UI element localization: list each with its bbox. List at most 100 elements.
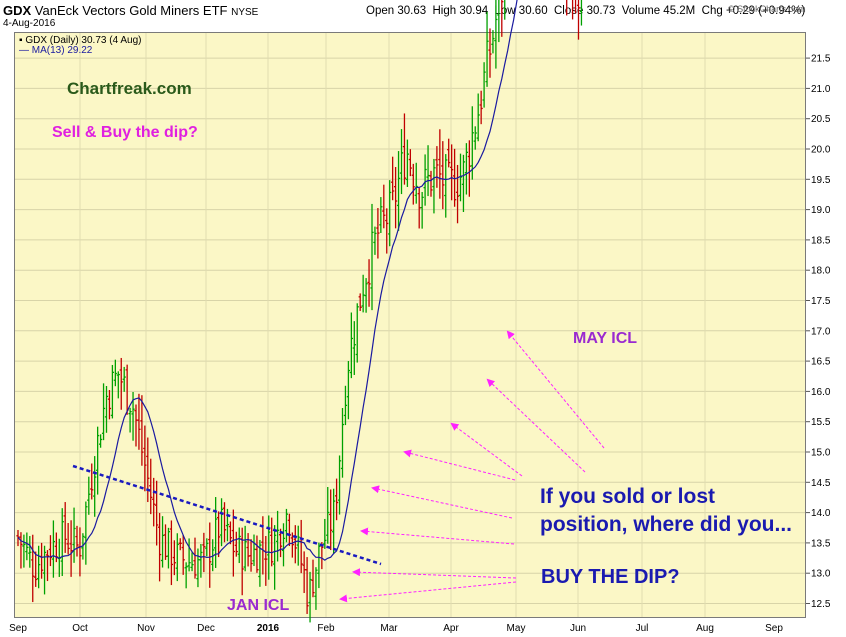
site-label: Chartfreak.com bbox=[67, 79, 192, 98]
ohlc-bar bbox=[373, 226, 377, 255]
x-tick-label: Sep bbox=[765, 623, 783, 634]
security-name: VanEck Vectors Gold Miners ETF bbox=[34, 3, 228, 18]
ohlc-bar bbox=[571, 0, 574, 20]
y-tick-label: 16.5 bbox=[811, 357, 831, 368]
high-value: High 30.94 bbox=[432, 5, 489, 17]
ohlc-bar bbox=[464, 143, 468, 195]
ohlc-bar bbox=[317, 542, 321, 589]
may-icl-label: MAY ICL bbox=[573, 330, 638, 347]
ohlc-bar bbox=[426, 145, 430, 197]
x-tick-label: 2016 bbox=[257, 623, 280, 634]
ohlc-bar bbox=[458, 153, 463, 202]
ohlc-bar bbox=[51, 520, 55, 578]
ohlc-bar bbox=[444, 154, 448, 218]
ohlc-bar bbox=[48, 535, 53, 567]
ohlc-bar bbox=[181, 534, 185, 575]
ohlc-bar bbox=[332, 488, 336, 555]
ohlc-bar bbox=[155, 480, 159, 546]
ohlc-bar bbox=[175, 533, 179, 582]
ohlc-bar bbox=[225, 508, 230, 542]
ohlc-bar bbox=[311, 559, 315, 598]
ohlc-bar bbox=[314, 567, 318, 610]
x-tick-label: Aug bbox=[696, 623, 714, 634]
ohlc-bar bbox=[72, 507, 76, 563]
arrow bbox=[339, 581, 517, 603]
y-tick-label: 18.5 bbox=[811, 235, 831, 246]
ohlc-bar bbox=[45, 550, 50, 582]
ohlc-bar bbox=[470, 106, 474, 180]
ohlc-bar bbox=[166, 527, 171, 569]
ohlc-bar bbox=[128, 407, 132, 433]
ohlc-bar bbox=[382, 184, 386, 229]
ohlc-bar bbox=[214, 497, 218, 568]
ohlc-bar bbox=[349, 312, 353, 379]
y-tick-label: 19.5 bbox=[811, 175, 831, 186]
ohlc-bar bbox=[414, 162, 418, 204]
header-title: GDX VanEck Vectors Gold Miners ETF NYSE bbox=[3, 3, 258, 18]
ohlc-bar bbox=[116, 371, 120, 399]
x-tick-label: Feb bbox=[317, 623, 335, 634]
ohlc-bar bbox=[193, 537, 197, 579]
ohlc-bar bbox=[107, 390, 112, 420]
ohlc-bar bbox=[566, 0, 568, 16]
ohlc-bar bbox=[219, 498, 224, 547]
ohlc-bar bbox=[296, 525, 300, 566]
ohlc-bar bbox=[293, 525, 297, 564]
ohlc-bar bbox=[450, 144, 454, 201]
ohlc-bar bbox=[42, 545, 47, 595]
x-tick-label: Nov bbox=[137, 623, 155, 634]
ohlc-bar bbox=[447, 138, 451, 168]
ohlc-bar bbox=[491, 30, 495, 54]
ohlc-bar bbox=[267, 515, 271, 580]
ohlc-bar bbox=[364, 278, 368, 313]
y-tick-label: 16.0 bbox=[811, 387, 831, 398]
ohlc-bar bbox=[87, 476, 91, 515]
ohlc-bar bbox=[60, 508, 64, 577]
ohlc-bar bbox=[576, 0, 581, 40]
ohlc-bar bbox=[69, 520, 73, 577]
ohlc-bar bbox=[435, 146, 439, 188]
ohlc-bar bbox=[202, 532, 206, 573]
ohlc-bar bbox=[240, 527, 244, 596]
ohlc-bar bbox=[417, 187, 421, 229]
open-value: Open 30.63 bbox=[366, 5, 427, 17]
ohlc-bar bbox=[370, 203, 374, 311]
ohlc-bar bbox=[249, 539, 253, 572]
ohlc-bar bbox=[302, 551, 306, 594]
ohlc-bar bbox=[501, 0, 504, 37]
y-tick-label: 13.0 bbox=[811, 569, 831, 580]
ohlc-bar bbox=[84, 501, 88, 565]
ma-line bbox=[17, 0, 518, 561]
ohlc-bar bbox=[163, 524, 168, 560]
y-tick-label: 14.0 bbox=[811, 508, 831, 519]
ohlc-bar bbox=[172, 540, 176, 576]
watermark: © StockCharts.com bbox=[728, 4, 806, 14]
ohlc-bar bbox=[222, 502, 227, 543]
ohlc-bar bbox=[113, 359, 117, 387]
ohlc-bar bbox=[355, 303, 359, 363]
ohlc-bar bbox=[199, 543, 203, 578]
ohlc-bar bbox=[473, 126, 477, 150]
arrow bbox=[403, 449, 516, 481]
ohlc-bar bbox=[408, 149, 412, 177]
legend-price: ▪ GDX (Daily) 30.73 (4 Aug) bbox=[19, 35, 141, 46]
ohlc-bar bbox=[63, 502, 67, 553]
ohlc-bar bbox=[237, 527, 241, 564]
ohlc-bar bbox=[476, 93, 480, 142]
change-value: Chg +0.29 (+0.94%) bbox=[701, 5, 806, 17]
ohlc-bar bbox=[146, 437, 150, 503]
ohlc-bar bbox=[211, 539, 215, 572]
ohlc-bar bbox=[497, 0, 500, 43]
ohlc-bar bbox=[402, 113, 407, 185]
ohlc-bar bbox=[190, 552, 194, 572]
ohlc-bar bbox=[391, 156, 395, 201]
ohlc-bar bbox=[143, 425, 147, 492]
ohlc-bar bbox=[34, 551, 38, 587]
ohlc-bar bbox=[287, 513, 291, 547]
ohlc-bar bbox=[385, 208, 389, 254]
ohlc-bar bbox=[125, 364, 129, 415]
ohlc-bar bbox=[276, 510, 280, 562]
ohlc-bar bbox=[299, 519, 303, 574]
ohlc-bar bbox=[196, 548, 200, 588]
